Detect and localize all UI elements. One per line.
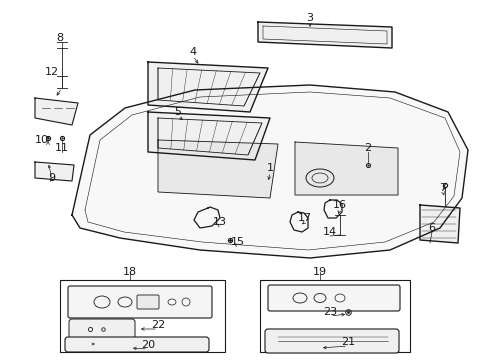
- Text: 17: 17: [297, 213, 311, 223]
- FancyBboxPatch shape: [65, 337, 208, 352]
- Text: 3: 3: [306, 13, 313, 23]
- Polygon shape: [35, 162, 74, 181]
- Text: 7: 7: [439, 183, 446, 193]
- Text: 15: 15: [230, 237, 244, 247]
- Text: 23: 23: [322, 307, 336, 317]
- Text: 4: 4: [189, 47, 196, 57]
- Polygon shape: [158, 140, 278, 198]
- FancyBboxPatch shape: [137, 295, 159, 309]
- FancyBboxPatch shape: [267, 285, 399, 311]
- Text: 18: 18: [122, 267, 137, 277]
- Text: 6: 6: [427, 223, 435, 233]
- Text: 8: 8: [56, 33, 63, 43]
- Text: 20: 20: [141, 340, 155, 350]
- Text: 9: 9: [48, 173, 56, 183]
- Polygon shape: [35, 98, 78, 125]
- Text: 19: 19: [312, 267, 326, 277]
- Bar: [260, 280, 409, 352]
- Text: 2: 2: [364, 143, 371, 153]
- Polygon shape: [72, 85, 467, 258]
- Text: 22: 22: [151, 320, 165, 330]
- Text: 1: 1: [266, 163, 273, 173]
- Text: 13: 13: [213, 217, 226, 227]
- FancyBboxPatch shape: [68, 286, 212, 318]
- Polygon shape: [258, 22, 391, 48]
- Text: 21: 21: [340, 337, 354, 347]
- FancyBboxPatch shape: [264, 329, 398, 353]
- Text: 14: 14: [322, 227, 336, 237]
- Polygon shape: [419, 205, 459, 243]
- FancyBboxPatch shape: [69, 319, 135, 339]
- Text: 5: 5: [174, 107, 181, 117]
- Text: 10: 10: [35, 135, 49, 145]
- Polygon shape: [148, 62, 267, 112]
- Polygon shape: [148, 112, 269, 160]
- Text: 11: 11: [55, 143, 69, 153]
- Text: 16: 16: [332, 200, 346, 210]
- Text: 12: 12: [45, 67, 59, 77]
- Polygon shape: [294, 142, 397, 195]
- Bar: [60, 280, 224, 352]
